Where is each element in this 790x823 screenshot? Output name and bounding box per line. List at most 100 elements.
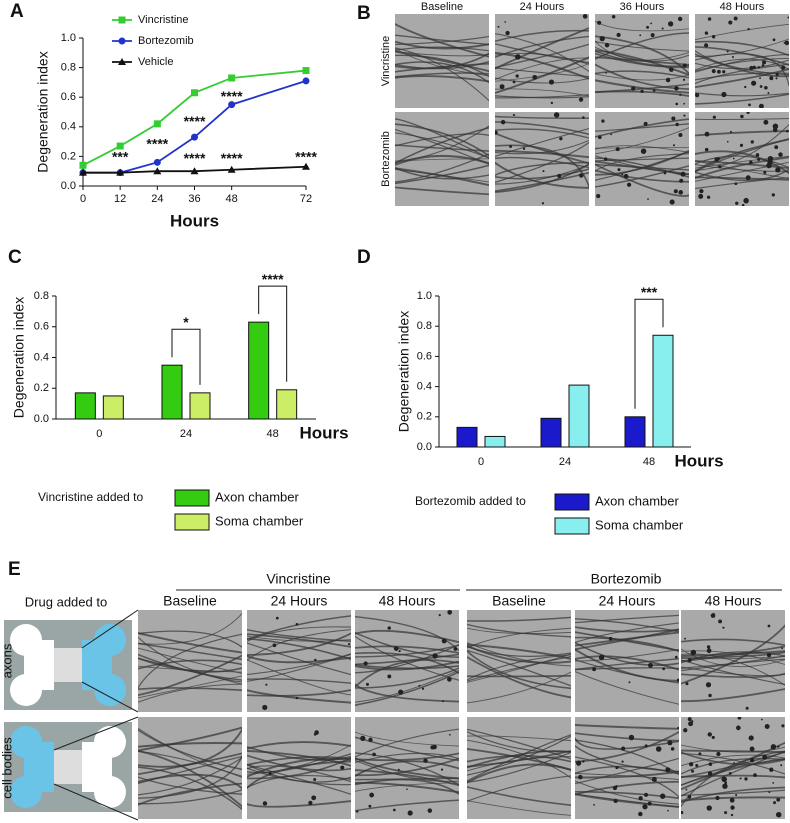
debris (708, 762, 713, 766)
debris (767, 624, 771, 628)
fiber (247, 757, 351, 778)
fiber (495, 139, 589, 155)
debris (739, 777, 742, 780)
fiber (138, 657, 242, 673)
fiber (247, 756, 351, 780)
fiber (695, 93, 789, 105)
micrograph (467, 610, 571, 712)
y-tick-label: 0.4 (34, 351, 49, 363)
debris (393, 646, 399, 651)
debris (669, 67, 674, 72)
series-line (83, 165, 307, 174)
marker (190, 167, 199, 175)
debris (685, 788, 688, 791)
debris (582, 116, 585, 119)
fiber (595, 155, 689, 176)
panel-label: E (8, 559, 21, 580)
fiber (247, 800, 351, 808)
debris (623, 173, 629, 179)
fiber (575, 655, 679, 671)
debris (578, 97, 584, 102)
fiber (138, 750, 242, 778)
fiber (138, 752, 242, 776)
y-tick-label: 0.8 (417, 320, 432, 332)
y-tick-label: 0.0 (34, 413, 49, 425)
debris (631, 86, 636, 91)
micrograph-bg (575, 610, 679, 712)
debris (596, 194, 601, 199)
fiber (355, 728, 459, 758)
debris (679, 93, 682, 96)
debris (688, 762, 694, 767)
debris (757, 158, 761, 161)
y-tick-label: 0.2 (34, 382, 49, 394)
fiber (467, 750, 571, 768)
fiber (575, 732, 679, 742)
fiber (138, 659, 242, 670)
debris (767, 92, 770, 94)
fiber (695, 155, 789, 169)
fiber (595, 146, 689, 149)
bar (540, 417, 562, 448)
fiber (595, 163, 689, 197)
debris (617, 168, 621, 172)
micrograph (595, 112, 689, 206)
marker (118, 37, 126, 45)
fiber (495, 51, 589, 80)
debris (687, 658, 692, 663)
fiber (138, 728, 242, 771)
debris (667, 809, 669, 812)
fiber (247, 760, 351, 790)
debris (648, 662, 653, 668)
debris (745, 175, 751, 181)
debris (621, 746, 626, 751)
x-tick-label: 0 (80, 193, 86, 205)
debris (369, 792, 375, 798)
fiber (695, 155, 789, 169)
debris (730, 130, 733, 133)
debris (776, 797, 781, 802)
debris (690, 649, 697, 656)
fiber (395, 144, 489, 152)
debris (717, 69, 721, 74)
fiber (575, 780, 679, 796)
debris (769, 767, 774, 772)
fiber (355, 629, 459, 644)
fiber (681, 656, 785, 660)
fiber (695, 177, 789, 190)
fiber (681, 655, 785, 672)
fiber (355, 669, 459, 703)
debris (677, 726, 679, 730)
micrograph (575, 717, 679, 819)
fiber (247, 741, 351, 750)
debris (733, 16, 738, 21)
fiber (681, 688, 785, 703)
fiber (495, 141, 589, 184)
debris (728, 771, 732, 775)
debris (757, 66, 761, 69)
debris (392, 808, 396, 812)
fiber (355, 631, 459, 658)
significance-bracket (171, 328, 201, 385)
fiber (595, 46, 689, 62)
fiber (695, 53, 789, 73)
debris (752, 65, 756, 70)
debris (275, 616, 279, 620)
debris (662, 667, 666, 671)
fiber (495, 115, 589, 119)
debris (687, 795, 692, 799)
marker (153, 120, 161, 128)
fiber (355, 731, 459, 747)
fiber (695, 46, 789, 66)
debris (663, 171, 667, 175)
debris (722, 783, 728, 789)
debris (676, 678, 679, 682)
fiber (247, 637, 351, 661)
fiber (355, 781, 459, 794)
fiber (467, 656, 571, 699)
fiber (395, 127, 489, 165)
micrograph-bg (575, 717, 679, 819)
fiber (395, 132, 489, 159)
debris (735, 794, 738, 797)
panel-label: C (8, 247, 22, 268)
